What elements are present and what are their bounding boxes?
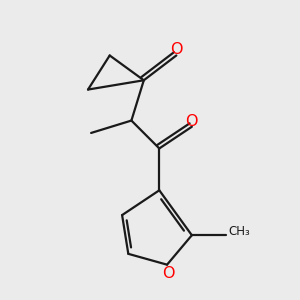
Text: O: O <box>170 42 183 57</box>
Text: O: O <box>162 266 175 281</box>
Text: O: O <box>186 114 198 129</box>
Text: CH₃: CH₃ <box>228 225 250 238</box>
